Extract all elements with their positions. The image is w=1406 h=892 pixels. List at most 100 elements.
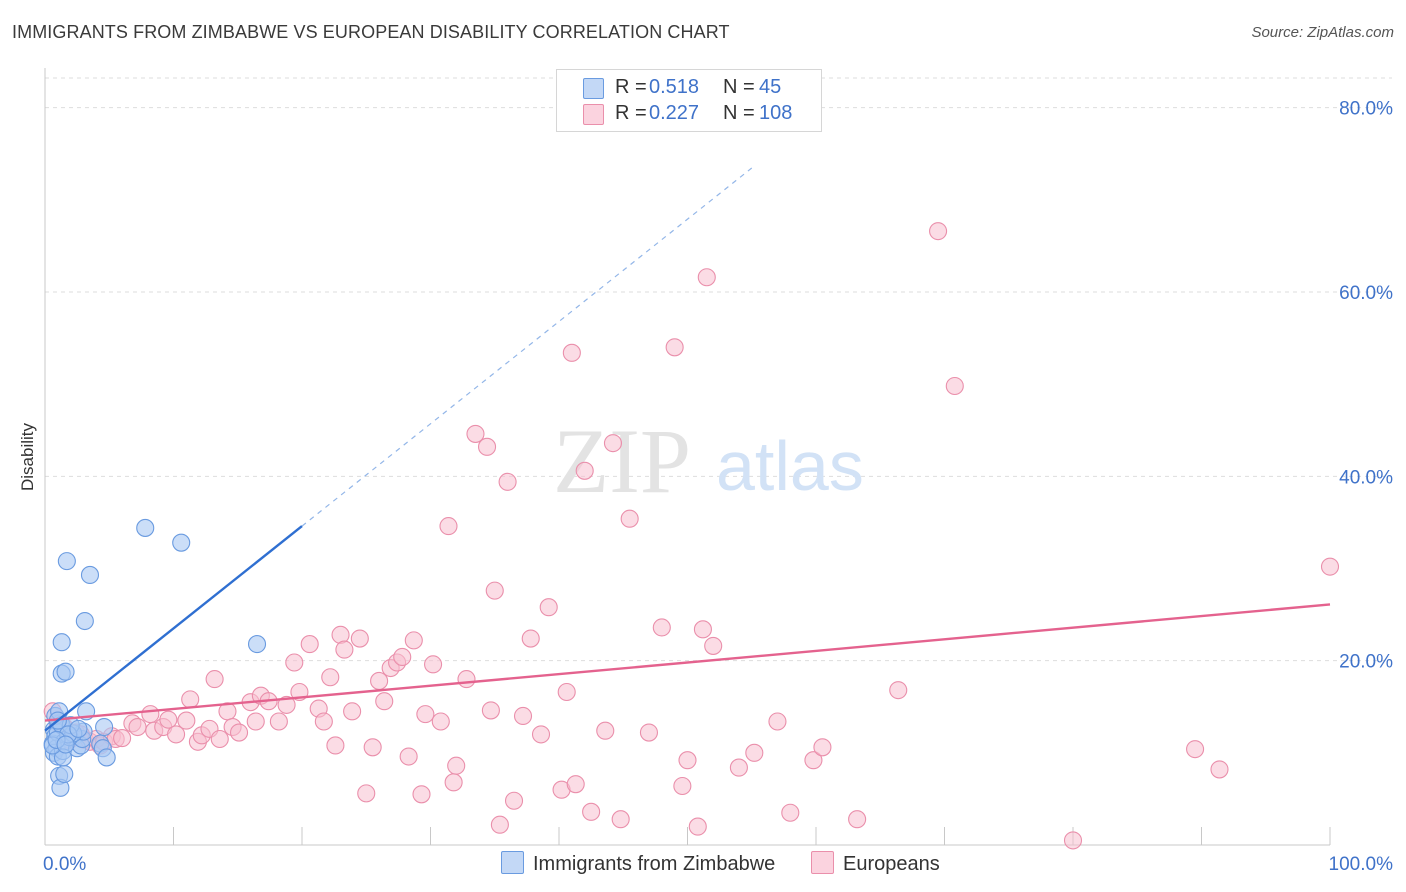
europeans-points	[43, 222, 1340, 850]
zimbabwe-point	[52, 633, 71, 652]
europeans-point	[321, 668, 340, 687]
europeans-point	[444, 773, 463, 792]
europeans-point	[1186, 740, 1205, 759]
europeans-point	[781, 803, 800, 822]
zimbabwe-point	[95, 717, 114, 737]
europeans-point	[889, 681, 908, 700]
zimbabwe-point	[56, 735, 75, 754]
europeans-point	[1210, 760, 1229, 779]
bottom-legend-label: Immigrants from Zimbabwe	[533, 853, 776, 875]
bottom-legend-zimbabwe[interactable]: Immigrants from Zimbabwe	[501, 851, 775, 877]
zimbabwe-points	[43, 518, 267, 797]
europeans-point	[673, 776, 692, 796]
chart-title: IMMIGRANTS FROM ZIMBABWE VS EUROPEAN DIS…	[12, 22, 730, 42]
y-tick-label: 40.0%	[1339, 467, 1393, 488]
europeans-point	[481, 701, 500, 720]
europeans-point	[596, 721, 615, 740]
gridlines	[45, 77, 1392, 662]
zimbabwe-point	[172, 533, 191, 552]
europeans-point	[141, 705, 160, 724]
europeans-point	[113, 729, 132, 748]
europeans-point	[582, 802, 601, 821]
x-tick-label: 0.0%	[43, 854, 86, 875]
europeans-point	[848, 810, 867, 829]
correlation-legend: R = 0.518 N = 45 R = 0.227 N = 108	[556, 69, 822, 132]
europeans-point	[229, 723, 249, 742]
tick-labels: 20.0% 40.0% 60.0% 80.0% 0.0% 100.0%	[43, 99, 1393, 875]
zimbabwe-point	[56, 662, 75, 681]
europeans-point	[485, 581, 504, 600]
zimbabwe-point	[97, 748, 116, 767]
legend-r-label: R =	[615, 102, 647, 124]
europeans-point	[416, 705, 435, 724]
legend-r-value: 0.518	[649, 76, 700, 98]
zimbabwe-point	[80, 565, 100, 584]
europeans-point	[350, 629, 369, 648]
europeans-point	[477, 437, 497, 456]
europeans-point	[665, 338, 684, 357]
europeans-point	[246, 712, 265, 731]
zimbabwe-point	[136, 518, 155, 537]
legend-r-value: 0.227	[649, 102, 700, 124]
europeans-point	[688, 817, 707, 836]
europeans-point	[277, 695, 296, 714]
y-axis-label: Disability	[18, 422, 37, 491]
europeans-trend-line	[44, 603, 1331, 722]
europeans-point	[128, 717, 147, 737]
europeans-point	[562, 343, 581, 362]
europeans-point	[566, 775, 585, 794]
europeans-point	[768, 712, 787, 731]
chart-source: Source: ZipAtlas.com	[1251, 24, 1394, 41]
trend-lines	[44, 167, 1331, 732]
europeans-point	[498, 472, 517, 491]
zimbabwe-point	[247, 635, 267, 654]
watermark: ZIP atlas	[553, 410, 864, 512]
europeans-point	[431, 712, 450, 731]
x-tick-label: 100.0%	[1329, 854, 1394, 875]
europeans-point	[363, 738, 382, 757]
europeans-point	[531, 725, 551, 744]
bottom-swatch-blue	[501, 851, 524, 874]
europeans-point	[652, 618, 671, 637]
europeans-point	[678, 751, 697, 770]
europeans-point	[205, 670, 224, 689]
legend-n-value: 45	[759, 76, 782, 98]
europeans-point	[504, 791, 524, 810]
europeans-point	[357, 784, 376, 803]
europeans-point	[557, 682, 576, 702]
europeans-point	[490, 815, 509, 834]
zimbabwe-point	[75, 611, 94, 631]
bottom-legend-europeans[interactable]: Europeans	[811, 851, 940, 877]
europeans-point	[424, 655, 443, 674]
europeans-point	[439, 517, 458, 536]
europeans-point	[269, 712, 288, 731]
y-tick-label: 20.0%	[1339, 652, 1393, 673]
europeans-point	[704, 636, 723, 655]
zimbabwe-point	[57, 552, 76, 571]
europeans-point	[620, 509, 639, 528]
europeans-point	[404, 631, 423, 650]
europeans-point	[1063, 831, 1083, 850]
zimbabwe-point	[55, 764, 74, 784]
europeans-point	[745, 743, 764, 762]
y-tick-label: 60.0%	[1339, 283, 1393, 304]
europeans-point	[314, 712, 333, 731]
europeans-point	[335, 640, 354, 659]
watermark-atlas: atlas	[716, 427, 864, 505]
legend-n-label: N =	[723, 102, 755, 124]
europeans-point	[539, 598, 558, 617]
europeans-point	[285, 653, 304, 672]
europeans-point	[375, 692, 394, 711]
europeans-point	[177, 711, 196, 730]
europeans-point	[813, 738, 832, 757]
europeans-point	[729, 758, 748, 777]
europeans-point	[611, 810, 630, 829]
europeans-point	[804, 751, 823, 770]
europeans-point	[513, 706, 533, 726]
europeans-point	[399, 747, 418, 766]
europeans-point	[929, 222, 948, 241]
europeans-point	[159, 710, 178, 729]
europeans-point	[575, 461, 594, 480]
zimbabwe-point	[69, 719, 88, 738]
